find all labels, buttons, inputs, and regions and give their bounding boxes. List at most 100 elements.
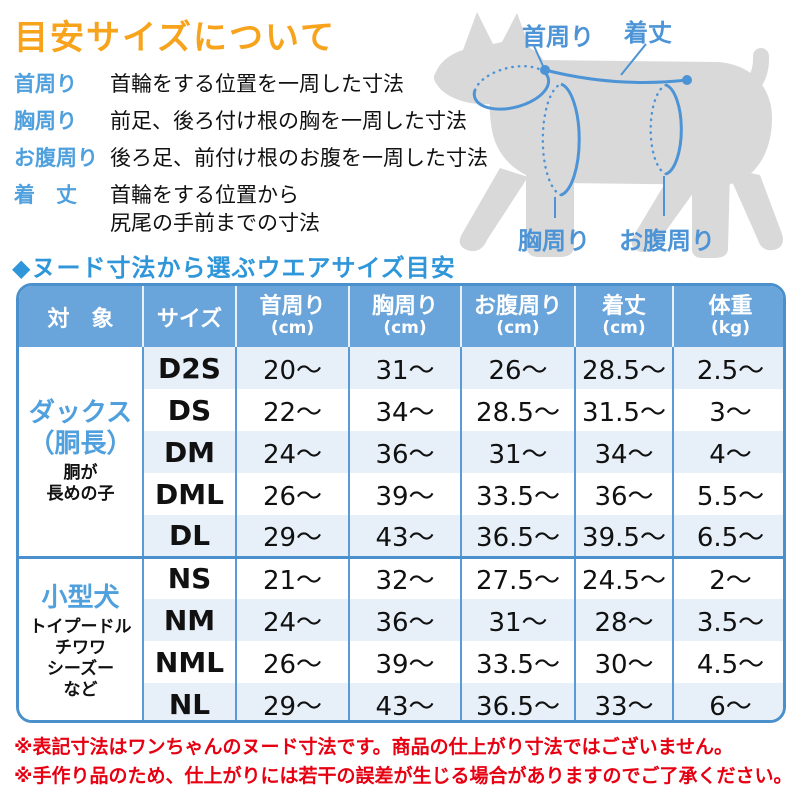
table-row: NM 24～ 36～ 31～ 28～ 3.5～	[19, 599, 783, 641]
dog-silhouette-graphic	[433, 12, 783, 258]
dog-rear-near-leg	[691, 170, 730, 258]
dog-rear-back-leg	[726, 168, 783, 251]
table-row: 小型犬 トイプードル チワワ シーズー など NS 21～ 32～ 27.5～ …	[19, 555, 783, 720]
definition-back-length: 着 丈 首輪をする位置から 尻尾の手前までの寸法	[14, 181, 434, 237]
definition-neck: 首周り 首輪をする位置を一周した寸法	[14, 70, 434, 98]
table-cell: 36.5～	[460, 683, 575, 720]
table-cell: 33～	[574, 683, 673, 720]
measurement-definitions: 首周り 首輪をする位置を一周した寸法 胸周り 前足、後ろ付け根の胸を一周した寸法…	[14, 70, 488, 246]
definition-text: 後ろ足、前付け根のお腹を一周した寸法	[110, 146, 488, 170]
dog-front-far-leg	[459, 168, 528, 252]
definition-text: 首輪をする位置を一周した寸法	[110, 72, 404, 96]
table-cell: 31.5～	[574, 389, 673, 431]
table-cell: 28.5～	[460, 389, 575, 431]
definition-term: 着 丈	[14, 183, 77, 207]
table-cell: 34～	[574, 431, 673, 473]
table-cell: 24～	[235, 431, 349, 473]
dog-front-near-leg	[526, 160, 574, 257]
back-length-start-dot	[540, 65, 550, 75]
column-header-length: 着丈 (cm)	[574, 286, 673, 347]
table-cell: 29～	[235, 515, 349, 557]
table-cell: 26～	[460, 347, 575, 389]
table-cell: 28.5～	[574, 347, 673, 389]
group-subtext: トイプードル チワワ シーズー など	[29, 616, 132, 700]
table-cell: 3.5～	[672, 599, 783, 641]
column-header-neck: 首周り (cm)	[235, 286, 349, 347]
table-header-row: 対 象 サイズ 首周り (cm) 胸周り (cm) お腹周り (cm) 着丈 (cm) …	[19, 286, 783, 347]
table-row: DML 26～ 39～ 33.5～ 36～ 5.5～	[19, 473, 783, 515]
table-cell: 22～	[235, 389, 349, 431]
table-cell: 30～	[574, 641, 673, 683]
footnote: ※表記寸法はワンちゃんのヌード寸法です。商品の仕上がり寸法ではございません。	[14, 736, 734, 758]
size-cell: NML	[143, 641, 236, 683]
table-row: DL 29～ 43～ 36.5～ 39.5～ 6.5～	[19, 515, 783, 557]
chest-ring-solid	[560, 82, 581, 197]
table-cell: 34～	[348, 389, 461, 431]
diagram-label-chest: 胸周り	[518, 227, 590, 255]
diagram-label-belly: お腹周り	[619, 227, 715, 255]
column-header-chest: 胸周り (cm)	[348, 286, 461, 347]
column-header-belly: お腹周り (cm)	[460, 286, 575, 347]
size-cell: DML	[143, 473, 236, 515]
section-heading: ◆ヌード寸法から選ぶウエアサイズ目安	[12, 254, 456, 282]
table-cell: 28～	[574, 599, 673, 641]
table-cell: 20～	[235, 347, 349, 389]
definition-term: お腹周り	[14, 146, 98, 170]
dog-rear-far-leg	[631, 165, 706, 253]
neck-pointer-line	[533, 45, 544, 67]
chest-ring-dotted	[541, 82, 563, 197]
back-length-pointer-line	[620, 43, 647, 76]
table-cell: 33.5～	[460, 473, 575, 515]
table-row: DM 24～ 36～ 31～ 34～ 4～	[19, 431, 783, 473]
size-cell: DL	[143, 515, 236, 557]
table-cell: 39～	[348, 641, 461, 683]
dog-head	[433, 12, 547, 108]
table-cell: 36～	[348, 431, 461, 473]
table-cell: 32～	[348, 555, 461, 599]
table-cell: 43～	[348, 683, 461, 720]
size-table-wrap: 対 象 サイズ 首周り (cm) 胸周り (cm) お腹周り (cm) 着丈 (cm) …	[16, 283, 786, 723]
table-cell: 2.5～	[672, 347, 783, 389]
group-cell-small-dog: 小型犬 トイプードル チワワ シーズー など	[19, 555, 144, 720]
table-row: ダックス （胴長） 胴が 長めの子 D2S 20～ 31～ 26～ 28.5～ …	[19, 347, 783, 557]
page-title: 目安サイズについて	[14, 18, 336, 58]
size-cell: DM	[143, 431, 236, 473]
definition-text: 首輪をする位置から 尻尾の手前までの寸法	[110, 183, 320, 235]
back-length-line	[544, 68, 688, 84]
definition-belly: お腹周り 後ろ足、前付け根のお腹を一周した寸法	[14, 144, 488, 172]
group-subtext: 胴が 長めの子	[46, 462, 115, 504]
table-row: NML 26～ 39～ 33.5～ 30～ 4.5～	[19, 641, 783, 683]
table-cell: 31～	[460, 431, 575, 473]
table-cell: 29～	[235, 683, 349, 720]
table-cell: 33.5～	[460, 641, 575, 683]
diagram-label-back-length: 着丈	[624, 19, 672, 47]
dog-body	[489, 60, 772, 185]
table-cell: 31～	[460, 599, 575, 641]
definition-term: 胸周り	[14, 109, 77, 133]
table-cell: 26～	[235, 641, 349, 683]
table-row: NL 29～ 43～ 36.5～ 33～ 6～	[19, 683, 783, 720]
neck-ring-solid	[472, 70, 551, 111]
size-cell: NM	[143, 599, 236, 641]
table-cell: 6.5～	[672, 515, 783, 557]
table-cell: 26～	[235, 473, 349, 515]
table-cell: 21～	[235, 555, 349, 599]
column-header-target: 対 象	[19, 286, 143, 347]
group-name: ダックス	[28, 397, 133, 428]
table-cell: 39～	[348, 473, 461, 515]
definition-chest: 胸周り 前足、後ろ付け根の胸を一周した寸法	[14, 107, 467, 135]
diagram-label-neck: 首周り	[522, 23, 594, 51]
back-length-end-dot	[682, 75, 692, 85]
table-cell: 36～	[574, 473, 673, 515]
column-header-size: サイズ	[142, 286, 236, 347]
table-cell: 2～	[672, 555, 783, 599]
footnotes: ※表記寸法はワンちゃんのヌード寸法です。商品の仕上がり寸法ではございません。 ※…	[14, 733, 792, 791]
table-cell: 4.5～	[672, 641, 783, 683]
table-cell: 24～	[235, 599, 349, 641]
belly-ring-solid	[665, 83, 683, 176]
table-row: DS 22～ 34～ 28.5～ 31.5～ 3～	[19, 389, 783, 431]
group-name-paren: （胴長）	[28, 428, 133, 459]
definition-text: 前足、後ろ付け根の胸を一周した寸法	[110, 109, 467, 133]
table-cell: 6～	[672, 683, 783, 720]
